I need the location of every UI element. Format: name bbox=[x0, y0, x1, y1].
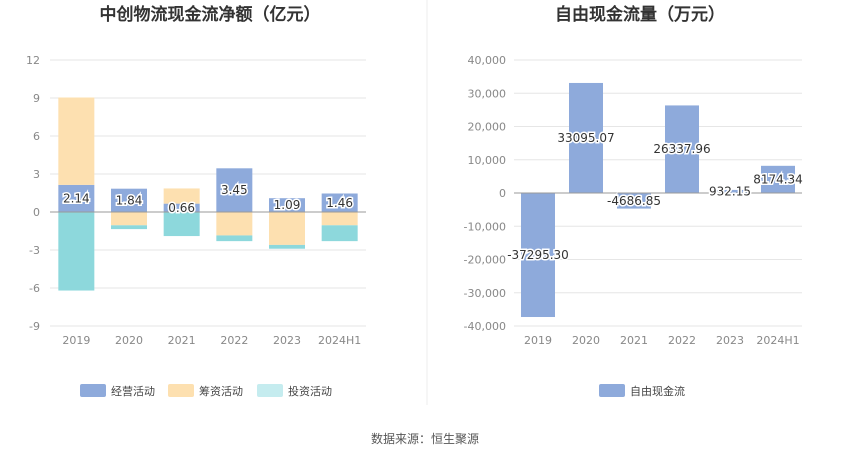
left-y-tick-label: 6 bbox=[33, 130, 40, 143]
left-y-tick-label: 0 bbox=[33, 206, 40, 219]
free-cashflow-value-label: 33095.07 bbox=[557, 131, 614, 145]
left-x-tick-label: 2019 bbox=[62, 334, 90, 347]
bar-operating-2021 bbox=[163, 203, 200, 212]
right-x-tick-label: 2023 bbox=[716, 334, 744, 347]
right-y-tick-label: -40,000 bbox=[464, 320, 506, 333]
bar-free-cashflow-2023 bbox=[713, 189, 747, 193]
bar-free-cashflow-2019 bbox=[521, 193, 555, 318]
left-x-tick-label: 2020 bbox=[115, 334, 143, 347]
right-y-tick-label: 10,000 bbox=[468, 154, 507, 167]
right-y-tick-label: 20,000 bbox=[468, 121, 507, 134]
right-y-tick-label: -10,000 bbox=[464, 220, 506, 233]
legend-label-operating: 经营活动 bbox=[111, 384, 155, 398]
right-y-tick-label: 0 bbox=[499, 187, 506, 200]
free-cashflow-chart: 自由现金流量（万元） 40,000 30,000 20,000 10,000 0 -10,… bbox=[464, 4, 805, 398]
bar-financing-2021 bbox=[163, 188, 200, 204]
left-chart-title: 中创物流现金流净额（亿元） bbox=[100, 4, 321, 25]
left-x-tick-label: 2021 bbox=[168, 334, 196, 347]
legend-label-investing: 投资活动 bbox=[288, 384, 332, 398]
right-x-tick-label: 2020 bbox=[572, 334, 600, 347]
right-x-tick-label: 2022 bbox=[668, 334, 696, 347]
free-cashflow-value-label: -37295.30 bbox=[507, 248, 569, 262]
left-y-tick-label: -3 bbox=[29, 244, 40, 257]
left-y-tick-label: -6 bbox=[29, 282, 40, 295]
operating-value-label: 1.46 bbox=[326, 196, 353, 210]
legend-swatch-financing bbox=[168, 384, 194, 397]
bar-investing-2021 bbox=[163, 212, 200, 237]
left-y-tick-label: -9 bbox=[29, 320, 40, 333]
right-legend: 自由现金流 bbox=[599, 384, 685, 398]
free-cashflow-value-label: 932.15 bbox=[709, 184, 751, 198]
bar-operating-2020 bbox=[111, 188, 147, 212]
legend-label-free-cashflow: 自由现金流 bbox=[630, 384, 685, 398]
right-y-tick-label: -30,000 bbox=[464, 287, 506, 300]
legend-label-financing: 筹资活动 bbox=[199, 384, 243, 398]
bar-investing-2020 bbox=[111, 225, 147, 230]
bar-free-cashflow-2021 bbox=[617, 193, 651, 209]
legend-swatch-free-cashflow bbox=[599, 384, 625, 397]
bar-financing-2024H1 bbox=[321, 212, 358, 226]
right-x-tick-label: 2021 bbox=[620, 334, 648, 347]
bar-operating-2022 bbox=[216, 168, 253, 212]
right-chart-title: 自由现金流量（万元） bbox=[555, 4, 725, 25]
operating-value-label: 1.09 bbox=[274, 198, 301, 212]
net-cashflow-chart: 中创物流现金流净额（亿元） 12 9 6 3 0 -3 -6 -9 2.14 1.84 0.66 3… bbox=[26, 4, 366, 398]
left-x-tick-label: 2023 bbox=[273, 334, 301, 347]
bar-investing-2023 bbox=[269, 244, 305, 249]
operating-value-label: 0.66 bbox=[168, 201, 195, 215]
bar-operating-2019 bbox=[58, 184, 95, 212]
bar-free-cashflow-2020 bbox=[569, 82, 603, 193]
bar-financing-2023 bbox=[269, 212, 305, 245]
legend-swatch-operating bbox=[80, 384, 106, 397]
left-x-tick-label: 2024H1 bbox=[318, 334, 361, 347]
bar-investing-2019 bbox=[58, 212, 95, 291]
left-y-tick-label: 12 bbox=[26, 54, 40, 67]
left-x-tick-label: 2022 bbox=[220, 334, 248, 347]
right-x-tick-label: 2024H1 bbox=[756, 334, 799, 347]
bar-free-cashflow-2022 bbox=[665, 105, 699, 193]
left-legend: 经营活动 筹资活动 投资活动 bbox=[80, 384, 332, 398]
left-y-tick-label: 9 bbox=[33, 92, 40, 105]
operating-value-label: 1.84 bbox=[116, 193, 143, 207]
free-cashflow-value-label: 8174.34 bbox=[753, 172, 803, 186]
bar-investing-2024H1 bbox=[321, 225, 358, 242]
free-cashflow-value-label: -4686.85 bbox=[607, 194, 661, 208]
bar-financing-2020 bbox=[111, 212, 147, 226]
bar-investing-2022 bbox=[216, 235, 253, 242]
right-y-tick-label: 30,000 bbox=[468, 87, 507, 100]
bar-operating-2023 bbox=[269, 198, 305, 212]
bar-free-cashflow-2024H1 bbox=[761, 165, 795, 193]
legend-swatch-investing bbox=[257, 384, 283, 397]
bar-operating-2024H1 bbox=[321, 193, 358, 212]
right-y-tick-label: -20,000 bbox=[464, 254, 506, 267]
operating-value-label: 2.14 bbox=[63, 191, 90, 205]
free-cashflow-value-label: 26337.96 bbox=[653, 142, 710, 156]
data-source-note: 数据来源：恒生聚源 bbox=[371, 431, 479, 446]
right-x-tick-label: 2019 bbox=[524, 334, 552, 347]
operating-value-label: 3.45 bbox=[221, 183, 248, 197]
bar-financing-2022 bbox=[216, 212, 253, 236]
right-y-tick-label: 40,000 bbox=[468, 54, 507, 67]
bar-financing-2019 bbox=[58, 97, 95, 185]
left-y-tick-label: 3 bbox=[33, 168, 40, 181]
